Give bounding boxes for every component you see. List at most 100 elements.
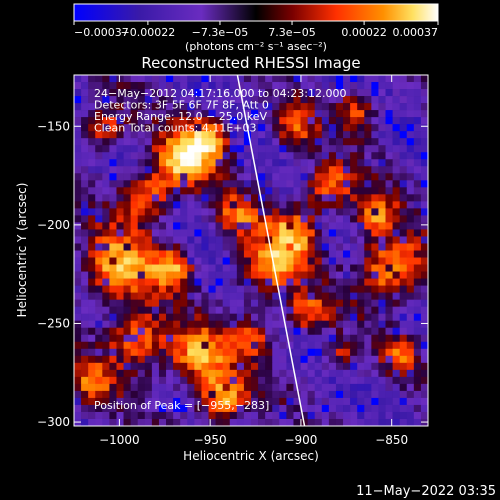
heatmap-cell	[406, 131, 415, 139]
heatmap-cell	[229, 194, 238, 202]
heatmap-cell	[201, 397, 209, 406]
heatmap-cell	[293, 89, 301, 97]
heatmap-cell	[88, 257, 96, 265]
heatmap-cell	[116, 243, 124, 251]
heatmap-cell	[293, 166, 301, 174]
heatmap-cell	[328, 194, 337, 202]
heatmap-cell	[187, 313, 195, 321]
heatmap-cell	[279, 411, 287, 420]
heatmap-cell	[300, 299, 308, 307]
heatmap-cell	[357, 257, 365, 265]
heatmap-cell	[187, 131, 195, 139]
heatmap-cell	[258, 180, 266, 188]
heatmap-cell	[335, 180, 344, 188]
heatmap-cell	[180, 369, 188, 378]
heatmap-cell	[307, 201, 316, 209]
heatmap-cell	[151, 341, 160, 350]
heatmap-cell	[251, 145, 259, 153]
heatmap-cell	[251, 152, 259, 160]
heatmap-cell	[194, 418, 202, 426]
heatmap-cell	[272, 411, 280, 420]
heatmap-cell	[385, 194, 393, 202]
heatmap-cell	[95, 257, 103, 265]
heatmap-cell	[95, 89, 103, 97]
heatmap-cell	[236, 334, 245, 343]
heatmap-cell	[392, 89, 400, 97]
heatmap-cell	[392, 243, 400, 251]
heatmap-cell	[109, 376, 117, 385]
y-tick-label: −300	[37, 415, 70, 429]
heatmap-cell	[102, 187, 110, 195]
heatmap-cell	[81, 243, 89, 251]
heatmap-cell	[335, 348, 344, 357]
heatmap-cell	[74, 383, 82, 392]
heatmap-cell	[392, 131, 400, 139]
heatmap-cell	[201, 89, 209, 97]
heatmap-cell	[357, 250, 365, 258]
heatmap-cell	[194, 404, 202, 413]
heatmap-cell	[95, 418, 103, 426]
heatmap-cell	[166, 243, 174, 251]
heatmap-cell	[187, 166, 195, 174]
heatmap-cell	[307, 362, 316, 371]
heatmap-cell	[343, 229, 351, 237]
heatmap-cell	[208, 159, 216, 167]
heatmap-cell	[173, 222, 181, 230]
heatmap-cell	[392, 194, 400, 202]
heatmap-cell	[194, 411, 202, 420]
heatmap-cell	[371, 229, 379, 237]
heatmap-cell	[307, 187, 316, 195]
heatmap-cell	[350, 250, 358, 258]
heatmap-cell	[74, 82, 82, 90]
heatmap-cell	[350, 418, 358, 426]
heatmap-cell	[74, 271, 82, 279]
heatmap-cell	[364, 418, 372, 426]
heatmap-cell	[335, 264, 344, 272]
heatmap-cell	[243, 278, 252, 286]
heatmap-cell	[109, 369, 117, 378]
heatmap-cell	[243, 355, 252, 364]
heatmap-cell	[371, 222, 379, 230]
heatmap-cell	[187, 96, 195, 104]
heatmap-cell	[251, 250, 259, 258]
heatmap-cell	[88, 222, 96, 230]
heatmap-cell	[265, 383, 273, 392]
heatmap-cell	[151, 306, 160, 314]
heatmap-cell	[328, 264, 337, 272]
heatmap-cell	[173, 131, 181, 139]
heatmap-cell	[364, 285, 372, 293]
heatmap-cell	[151, 222, 160, 230]
heatmap-cell	[371, 404, 379, 413]
heatmap-cell	[335, 75, 344, 83]
heatmap-cell	[314, 229, 323, 237]
heatmap-cell	[74, 278, 82, 286]
heatmap-cell	[81, 390, 89, 399]
heatmap-cell	[406, 110, 415, 118]
heatmap-cell	[243, 404, 252, 413]
heatmap-cell	[116, 145, 124, 153]
heatmap-cell	[194, 334, 202, 343]
heatmap-cell	[88, 131, 96, 139]
heatmap-cell	[364, 264, 372, 272]
heatmap-cell	[406, 103, 415, 111]
heatmap-cell	[343, 187, 351, 195]
heatmap-cell	[166, 376, 174, 385]
heatmap-cell	[180, 250, 188, 258]
heatmap-cell	[215, 152, 223, 160]
heatmap-cell	[187, 397, 195, 406]
heatmap-cell	[81, 215, 89, 223]
heatmap-cell	[286, 264, 294, 272]
heatmap-cell	[399, 75, 408, 83]
heatmap-cell	[243, 152, 252, 160]
heatmap-cell	[371, 250, 379, 258]
heatmap-cell	[102, 404, 110, 413]
heatmap-cell	[173, 306, 181, 314]
heatmap-cell	[123, 334, 131, 343]
heatmap-cell	[236, 166, 245, 174]
heatmap-cell	[109, 187, 117, 195]
heatmap-cell	[229, 166, 238, 174]
heatmap-cell	[74, 131, 82, 139]
heatmap-cell	[74, 348, 82, 357]
heatmap-cell	[116, 194, 124, 202]
heatmap-cell	[151, 348, 160, 357]
